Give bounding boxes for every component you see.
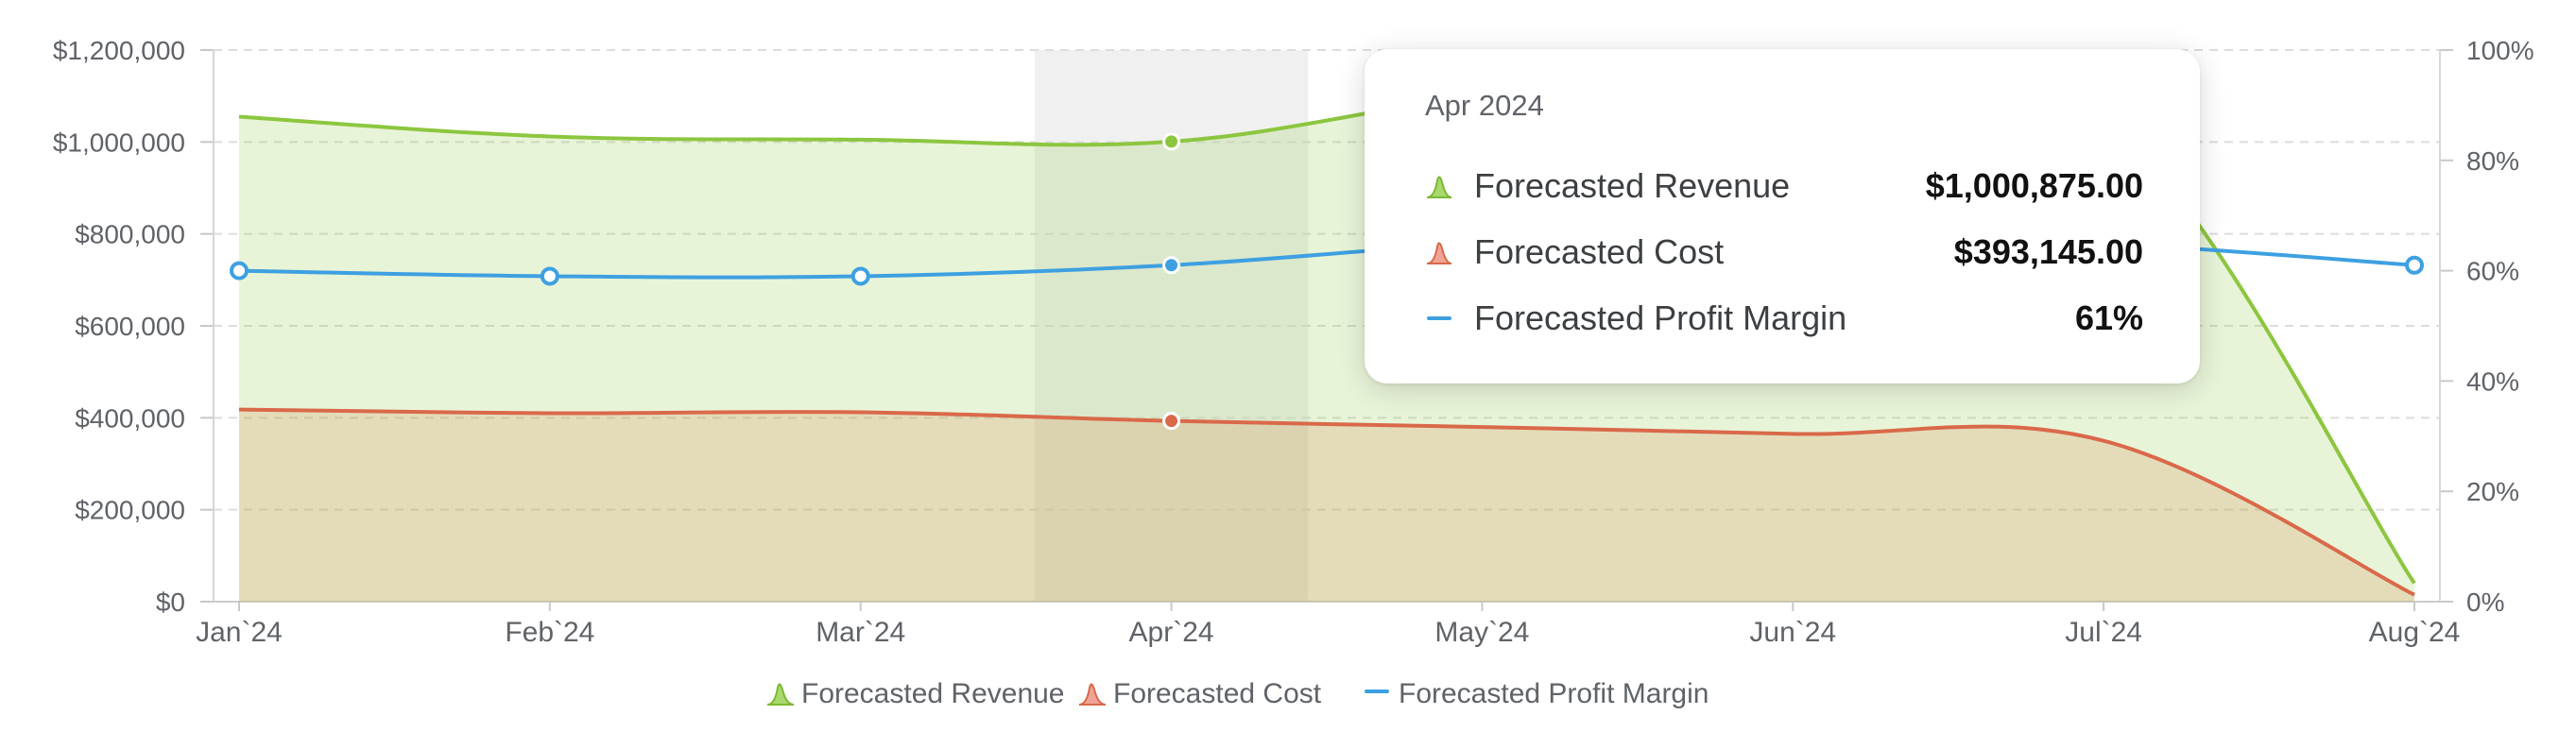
cost-area (239, 409, 2414, 602)
y-right-tick-label: 0% (2466, 587, 2504, 617)
cost-line (238, 407, 2415, 597)
legend-label: Forecasted Profit Margin (1399, 678, 1709, 709)
tooltip-margin-label: Forecasted Profit Margin (1474, 298, 1847, 337)
tooltip-row-margin: Forecasted Profit Margin 61% (1425, 285, 2143, 351)
tooltip: Apr 2024 Forecasted Revenue $1,000,875.0… (1365, 49, 2200, 383)
legend-label: Forecasted Revenue (801, 678, 1065, 709)
x-tick-label: May`24 (1434, 617, 1529, 648)
tooltip-revenue-value: $1,000,875.00 (1925, 166, 2143, 205)
tooltip-revenue-label: Forecasted Revenue (1474, 166, 1791, 205)
y-right-tick-label: 80% (2466, 146, 2519, 176)
area-marker-icon (1425, 237, 1463, 267)
x-tick-label: Jul`24 (2065, 617, 2142, 648)
cost-point (1162, 412, 1181, 431)
y-left-tick-label: $1,000,000 (53, 128, 185, 157)
y-right-tick-label: 20% (2466, 477, 2519, 506)
line-marker-icon (1365, 689, 1389, 693)
y-left-tick-label: $800,000 (75, 220, 185, 249)
area-marker-icon (766, 683, 795, 706)
tooltip-cost-label: Forecasted Cost (1474, 232, 1725, 271)
y-left-tick-label: $200,000 (75, 496, 185, 525)
x-tick-label: Jan`24 (196, 617, 283, 648)
tooltip-row-cost: Forecasted Cost $393,145.00 (1425, 219, 2143, 285)
revenue-point (1162, 132, 1181, 151)
tooltip-title: Apr 2024 (1425, 89, 1544, 122)
x-tick-label: Apr`24 (1129, 617, 1214, 648)
x-tick-label: Aug`24 (2369, 617, 2461, 648)
tooltip-margin-value: 61% (2074, 298, 2143, 337)
x-tick-label: Jun`24 (1749, 617, 1836, 648)
area-marker-icon (1078, 683, 1107, 706)
area-marker-icon (1425, 171, 1463, 201)
legend-item[interactable]: Forecasted Revenue (766, 678, 1065, 709)
y-right-tick-label: 60% (2466, 257, 2519, 286)
y-right-tick-label: 40% (2466, 366, 2519, 396)
x-tick-label: Mar`24 (816, 617, 905, 648)
profit-margin-point (850, 266, 870, 286)
legend-label: Forecasted Cost (1113, 678, 1322, 709)
profit-margin-point (2405, 255, 2424, 275)
profit-margin-point (230, 261, 249, 281)
legend-item[interactable]: Forecasted Profit Margin (1365, 678, 1709, 709)
legend-item[interactable]: Forecasted Cost (1078, 678, 1322, 709)
y-right-tick-label: 100% (2466, 36, 2534, 65)
y-left-tick-label: $400,000 (75, 403, 185, 433)
y-left-tick-label: $0 (156, 587, 185, 617)
tooltip-cost-value: $393,145.00 (1953, 232, 2143, 271)
tooltip-row-revenue: Forecasted Revenue $1,000,875.00 (1425, 153, 2143, 219)
y-left-tick-label: $600,000 (75, 312, 185, 341)
x-tick-label: Feb`24 (505, 617, 594, 648)
profit-margin-point (540, 266, 559, 286)
line-marker-icon (1425, 303, 1463, 333)
y-left-tick-label: $1,200,000 (53, 36, 185, 65)
profit-margin-point (1162, 256, 1181, 275)
